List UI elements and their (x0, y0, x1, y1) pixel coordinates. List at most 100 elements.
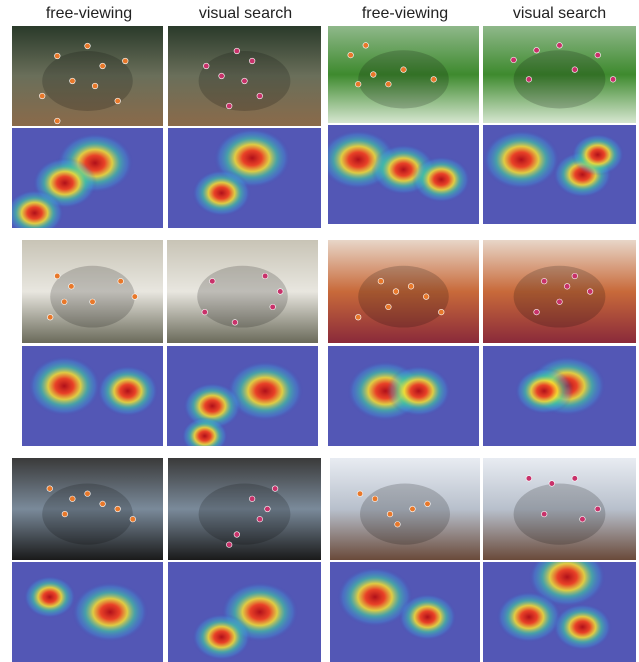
fixation-point (46, 485, 53, 492)
fixation-point (47, 314, 54, 321)
photo-subject (358, 265, 449, 328)
fixation-point (594, 505, 601, 513)
fixation-point (84, 42, 91, 50)
fixation-point (218, 72, 225, 80)
photo-subject (513, 50, 606, 109)
photo-free-viewing-woman-and-cow (12, 458, 163, 560)
fixation-point (541, 510, 548, 518)
fixation-point (231, 319, 239, 326)
heatmap-free-viewing-horse-race-jockey (12, 128, 163, 228)
fixation-point (525, 76, 533, 83)
fixation-point (114, 505, 121, 513)
fixation-point (533, 47, 540, 54)
fixation-point (424, 500, 431, 508)
fixation-point (84, 490, 91, 497)
heatmap-visual-search-horse-race-jockey (168, 128, 321, 228)
fixation-point (201, 308, 208, 316)
heatmap-blob (28, 356, 101, 416)
photo-background (483, 458, 636, 560)
fixation-point (571, 272, 578, 280)
column-header-visual-search-left: visual search (198, 5, 293, 22)
photo-background (12, 26, 163, 126)
fixation-point (407, 283, 415, 290)
heatmap-blob (496, 591, 562, 643)
fixation-point (89, 298, 96, 305)
fixation-point (356, 490, 364, 497)
fixation-point (203, 62, 210, 70)
fixation-point (233, 531, 240, 538)
heatmap-blob (553, 603, 612, 651)
photo-visual-search-dogs-in-snow (483, 458, 636, 560)
heatmap-free-viewing-woman-and-cow (12, 562, 163, 662)
heatmap-visual-search-two-kittens (483, 346, 636, 446)
heatmap-blob (192, 169, 251, 217)
fixation-point (241, 77, 248, 85)
heatmap-blob (181, 417, 228, 446)
heatmap-free-viewing-two-kittens (328, 346, 479, 446)
heatmap-free-viewing-dogs-in-snow (330, 562, 480, 662)
fixation-point (609, 76, 617, 83)
fixation-point (122, 57, 129, 65)
heatmap-visual-search-green-parrot (483, 125, 636, 224)
fixation-point (226, 102, 233, 110)
fixation-point (54, 52, 61, 60)
fixation-point (69, 495, 76, 502)
fixation-point (114, 97, 121, 105)
heatmap-blob (226, 361, 304, 421)
heatmap-blob (412, 156, 471, 203)
photo-background (483, 26, 636, 123)
photo-subject (198, 483, 291, 545)
photo-background (167, 240, 318, 343)
heatmap-blob (12, 189, 64, 228)
photo-free-viewing-dogs-in-snow (330, 458, 480, 560)
fixation-point (277, 288, 284, 295)
fixation-point (586, 288, 594, 295)
fixation-point (423, 293, 430, 300)
fixation-point (564, 283, 571, 290)
photo-subject (513, 483, 606, 545)
fixation-point (556, 298, 563, 305)
fixation-point (226, 541, 233, 548)
fixation-point (91, 82, 99, 90)
fixation-point (409, 505, 416, 513)
fixation-point (355, 314, 362, 321)
fixation-point (347, 52, 354, 59)
fixation-point (533, 308, 540, 316)
heatmap-blob (514, 367, 574, 415)
heatmap-blob (71, 582, 149, 642)
fixation-point (256, 516, 263, 523)
fixation-point (99, 500, 106, 508)
fixation-point (249, 57, 256, 65)
photo-background (12, 458, 163, 560)
heatmap-blob (528, 562, 606, 607)
heatmap-free-viewing-green-parrot (328, 125, 479, 224)
photo-free-viewing-green-parrot (328, 26, 479, 123)
photo-visual-search-two-kittens (483, 240, 636, 343)
photo-background (330, 458, 480, 560)
fixation-point (117, 278, 124, 285)
photo-free-viewing-two-sheep (22, 240, 163, 343)
fixation-point (548, 480, 555, 487)
fixation-point (571, 475, 578, 482)
heatmap-visual-search-two-sheep (167, 346, 318, 446)
fixation-point (430, 76, 437, 83)
photo-background (168, 458, 321, 560)
fixation-point (394, 521, 401, 528)
photo-visual-search-two-sheep (167, 240, 318, 343)
fixation-point (400, 66, 407, 73)
photo-background (483, 240, 636, 343)
heatmap-free-viewing-two-sheep (22, 346, 163, 446)
photo-background (328, 240, 479, 343)
heatmap-blob (483, 129, 560, 190)
photo-background (168, 26, 321, 126)
fixation-point (54, 272, 61, 280)
photo-subject (42, 483, 133, 545)
photo-subject (513, 265, 606, 328)
fixation-point (525, 475, 533, 482)
fixation-point (129, 516, 136, 523)
heatmap-blob (337, 567, 413, 627)
heatmap-blob (23, 575, 76, 619)
column-header-visual-search-right: visual search (512, 5, 607, 22)
fixation-point (392, 288, 400, 295)
fixation-point (385, 81, 392, 88)
